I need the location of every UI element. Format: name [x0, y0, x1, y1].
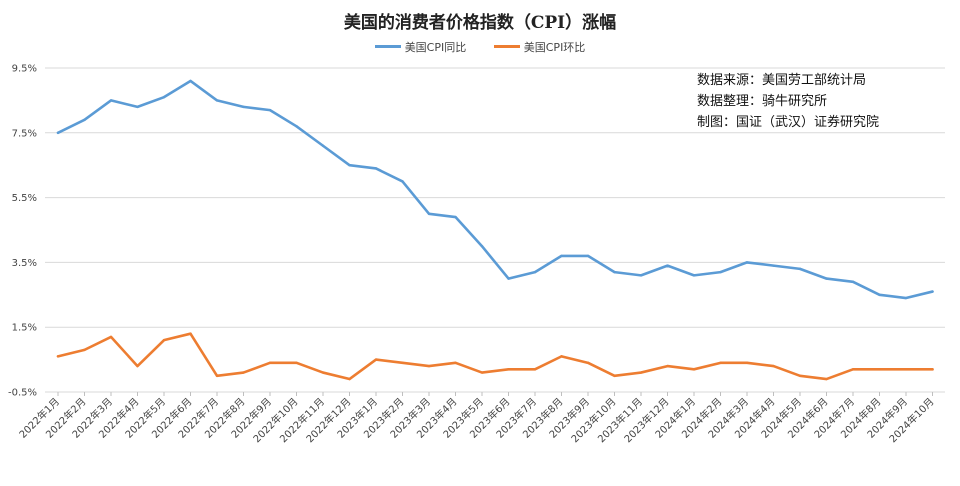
data-point-yoy: [348, 164, 351, 167]
chart-title: 美国的消费者价格指数（CPI）涨幅: [343, 13, 617, 33]
data-point-mom: [321, 371, 325, 374]
data-point-yoy: [798, 267, 802, 271]
legend-label-yoy: 美国CPI同比: [404, 40, 467, 54]
data-point-mom: [772, 364, 775, 368]
data-point-yoy: [321, 144, 325, 147]
data-point-yoy: [401, 180, 404, 183]
data-point-mom: [639, 371, 643, 374]
data-point-mom: [692, 368, 696, 371]
data-point-yoy: [83, 118, 86, 122]
data-point-yoy: [162, 95, 166, 99]
data-point-yoy: [109, 99, 113, 102]
data-point-mom: [427, 364, 431, 368]
legend-swatch-yoy: [374, 45, 401, 48]
note-data-source: 数据来源：美国劳工部统计局: [697, 73, 867, 88]
data-point-mom: [613, 374, 616, 377]
y-tick-label: 9.5%: [12, 64, 37, 75]
data-point-mom: [851, 368, 855, 371]
series-line-mom: [56, 332, 934, 381]
y-tick-label: -0.5%: [8, 388, 37, 399]
y-tick-label: 5.5%: [12, 193, 37, 204]
data-point-mom: [162, 338, 166, 342]
data-point-mom: [374, 358, 378, 361]
data-point-mom: [719, 361, 722, 365]
data-point-yoy: [851, 280, 855, 284]
data-point-yoy: [215, 99, 219, 102]
data-point-mom: [295, 361, 298, 365]
data-point-yoy: [242, 105, 245, 109]
data-point-yoy: [374, 167, 378, 170]
data-point-mom: [189, 332, 192, 335]
data-point-mom: [560, 355, 563, 358]
data-point-yoy: [480, 245, 484, 248]
data-point-yoy: [692, 274, 696, 277]
data-point-yoy: [427, 212, 431, 215]
data-point-mom: [109, 335, 113, 339]
data-point-yoy: [825, 277, 828, 280]
data-point-yoy: [931, 290, 934, 293]
y-tick-label: 7.5%: [12, 128, 37, 139]
data-point-yoy: [772, 264, 775, 267]
data-point-yoy: [745, 261, 749, 264]
data-point-mom: [533, 368, 537, 371]
data-point-yoy: [586, 254, 590, 258]
data-point-mom: [83, 348, 86, 352]
data-point-mom: [878, 368, 881, 371]
legend-item-mom: 美国CPI环比: [493, 39, 586, 55]
data-point-mom: [586, 361, 590, 365]
data-point-yoy: [268, 108, 272, 112]
data-point-yoy: [719, 270, 722, 274]
note-data-compiler: 数据整理：骑牛研究所: [697, 94, 828, 109]
legend-item-yoy: 美国CPI同比: [374, 39, 467, 55]
data-point-yoy: [533, 270, 537, 274]
data-point-yoy: [189, 79, 192, 83]
data-point-mom: [666, 364, 669, 368]
data-point-mom: [242, 371, 245, 374]
data-point-mom: [454, 361, 457, 365]
data-point-yoy: [639, 274, 643, 277]
legend-label-mom: 美国CPI环比: [523, 40, 586, 54]
data-point-mom: [507, 368, 510, 371]
series-line-yoy: [56, 79, 934, 300]
legend-swatch-mom: [493, 45, 520, 48]
data-point-yoy: [507, 277, 510, 280]
data-point-mom: [745, 361, 749, 365]
data-point-mom: [825, 377, 828, 381]
data-point-yoy: [295, 125, 298, 128]
data-point-mom: [931, 368, 934, 371]
data-point-mom: [268, 361, 272, 365]
y-tick-label: 3.5%: [12, 258, 37, 269]
data-point-mom: [348, 377, 351, 381]
data-point-mom: [215, 374, 219, 377]
data-point-yoy: [454, 215, 457, 219]
data-point-mom: [904, 368, 908, 371]
data-point-yoy: [904, 296, 908, 300]
note-chart-maker: 制图：国证（武汉）证券研究院: [697, 115, 880, 130]
data-point-yoy: [56, 131, 60, 134]
data-point-yoy: [666, 264, 669, 267]
source-notes: 数据来源：美国劳工部统计局 数据整理：骑牛研究所 制图：国证（武汉）证券研究院: [697, 70, 879, 133]
data-point-mom: [401, 361, 404, 365]
data-point-yoy: [560, 254, 563, 258]
data-point-mom: [56, 355, 60, 358]
data-point-yoy: [613, 270, 616, 274]
data-point-mom: [798, 374, 802, 377]
legend: 美国CPI同比 美国CPI环比: [0, 38, 960, 55]
y-tick-label: 1.5%: [12, 323, 37, 334]
data-point-yoy: [136, 105, 139, 109]
data-point-mom: [136, 364, 139, 368]
data-point-yoy: [878, 293, 881, 296]
data-point-mom: [480, 371, 484, 374]
